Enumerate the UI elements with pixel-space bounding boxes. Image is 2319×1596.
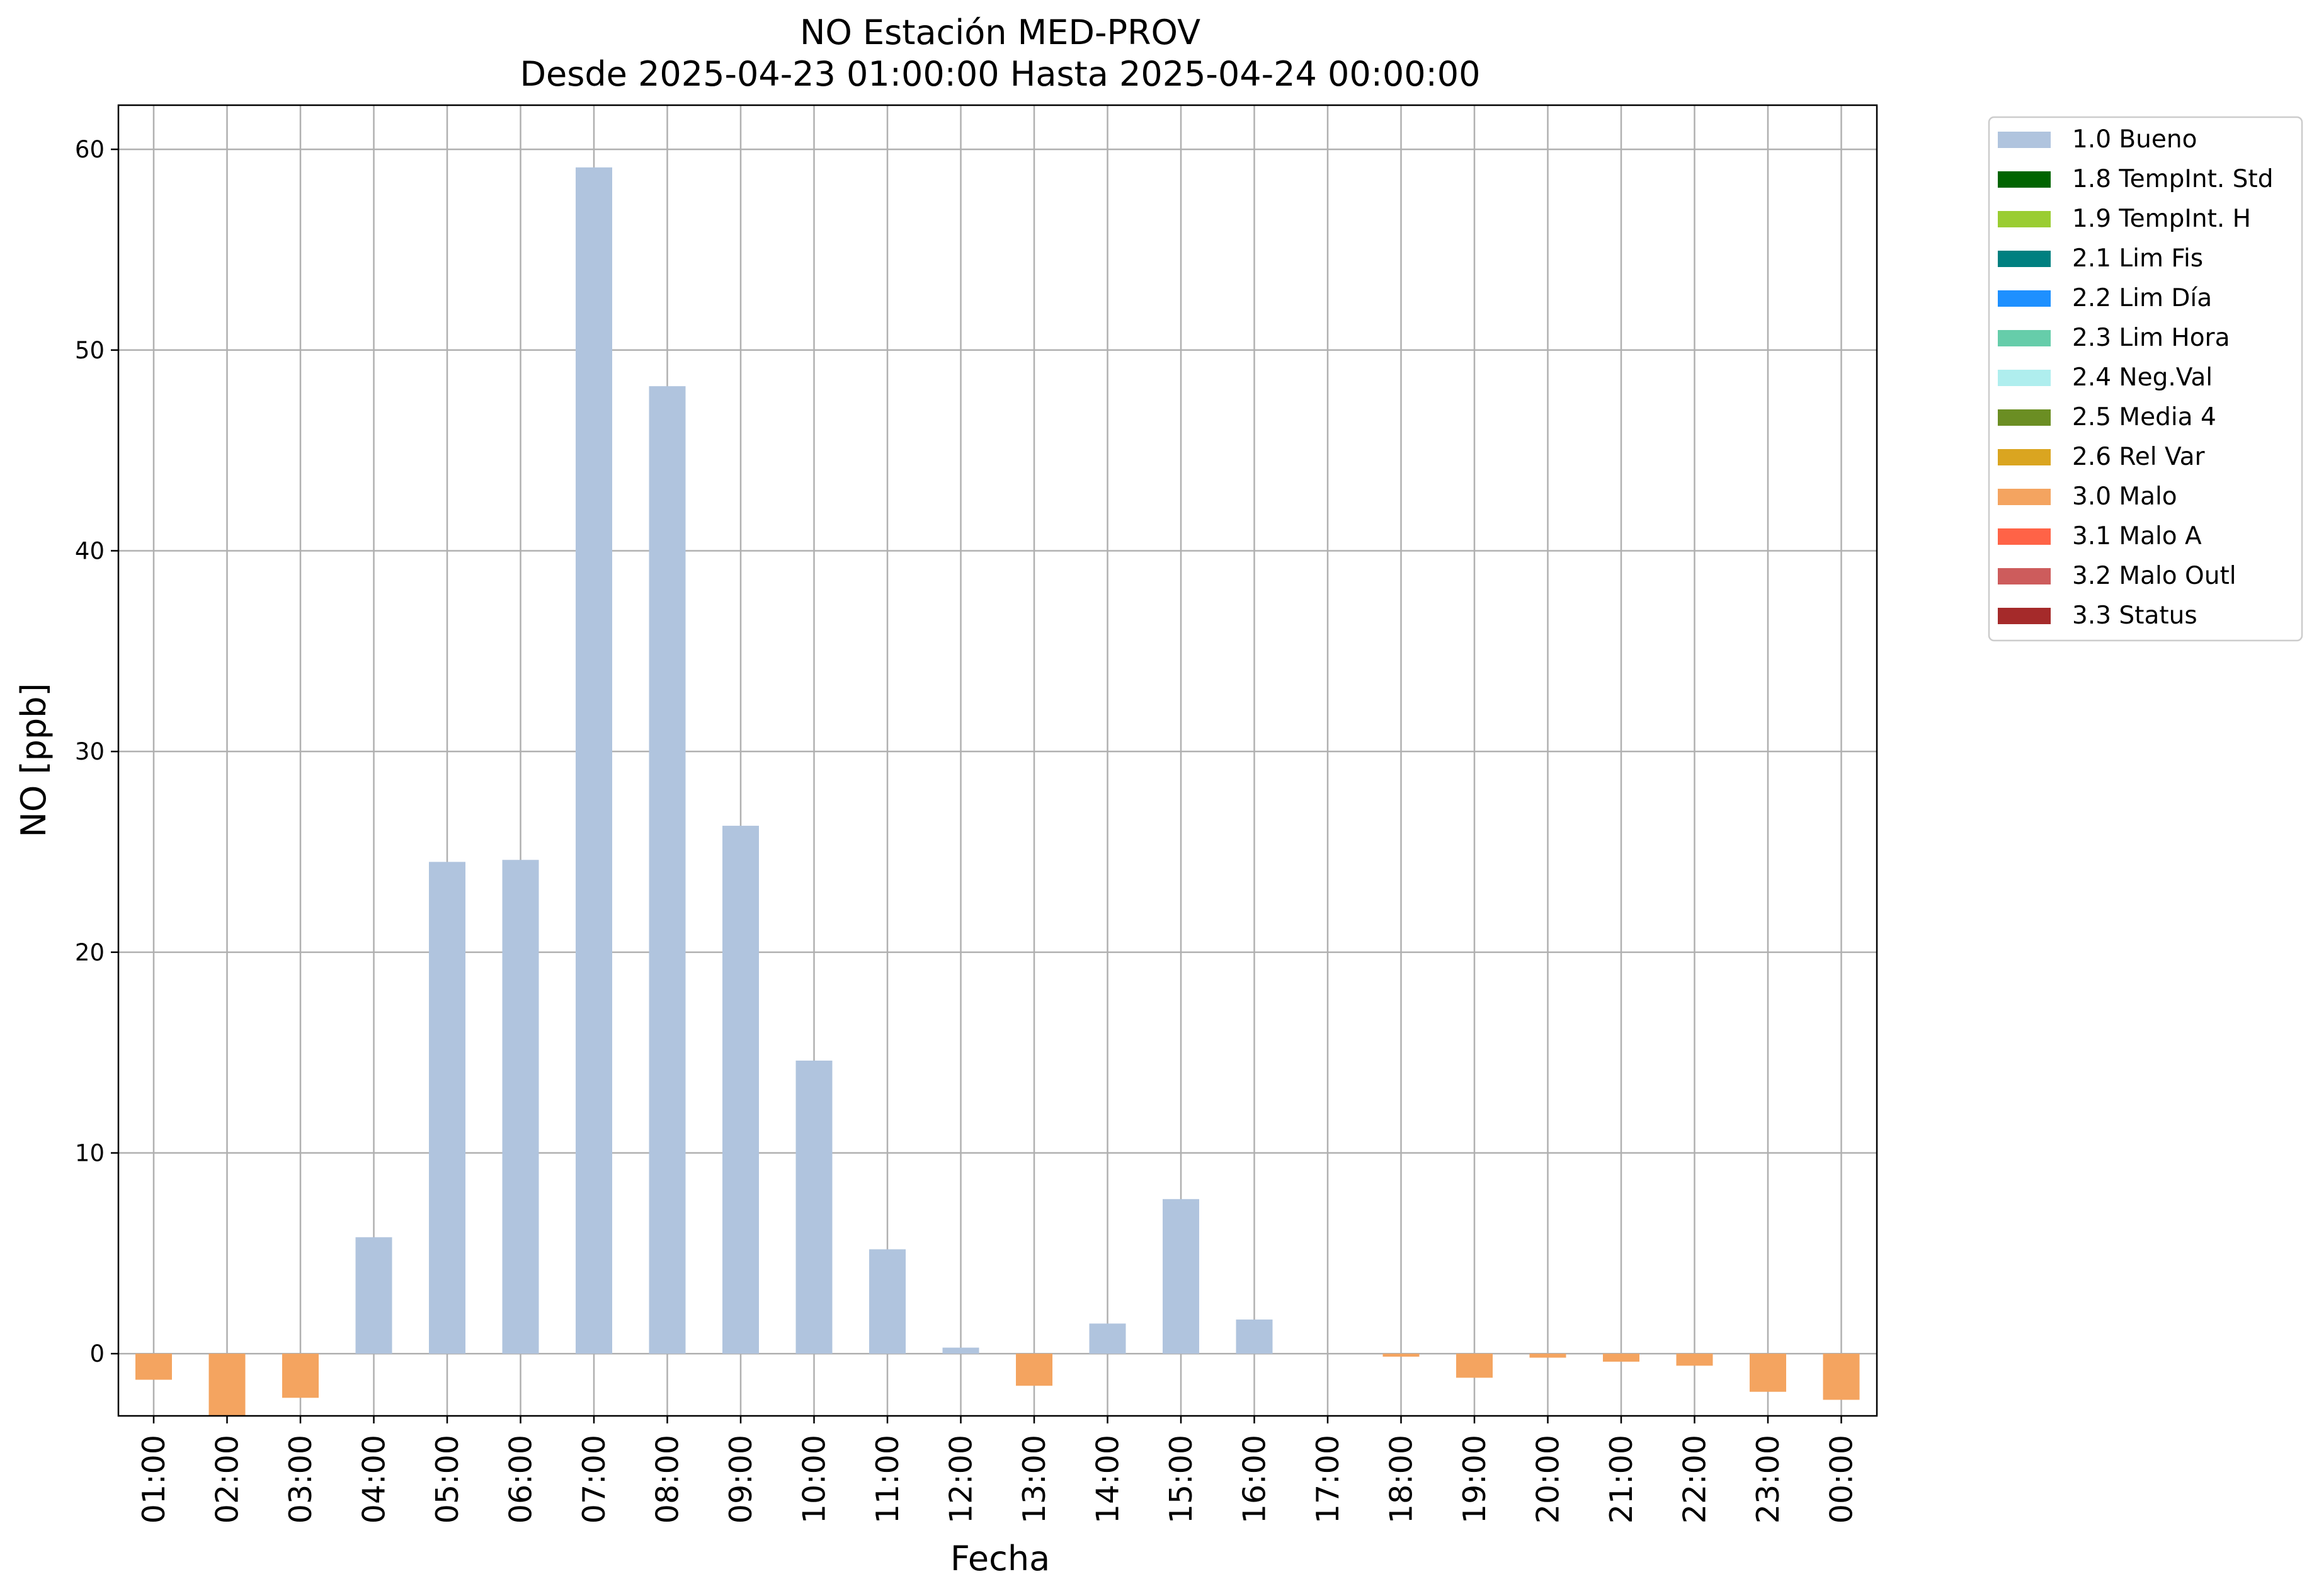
y-tick-label: 0 bbox=[89, 1340, 105, 1367]
x-tick-label: 21:00 bbox=[1604, 1435, 1639, 1524]
x-tick-label: 09:00 bbox=[723, 1435, 759, 1524]
bar-03:00 bbox=[282, 1354, 319, 1398]
x-tick-label: 15:00 bbox=[1163, 1435, 1199, 1524]
y-axis-label: NO [ppb] bbox=[14, 683, 54, 837]
legend-swatch bbox=[1998, 171, 2051, 188]
bar-11:00 bbox=[869, 1249, 906, 1354]
legend-label: 2.5 Media 4 bbox=[2072, 403, 2216, 431]
x-tick-label: 08:00 bbox=[650, 1435, 686, 1524]
bar-19:00 bbox=[1456, 1354, 1493, 1378]
legend-label: 3.0 Malo bbox=[2072, 482, 2177, 511]
x-tick-label: 06:00 bbox=[503, 1435, 539, 1524]
legend-label: 2.4 Neg.Val bbox=[2072, 363, 2213, 392]
y-tick-label: 30 bbox=[75, 738, 105, 765]
bar-00:00 bbox=[1823, 1354, 1860, 1400]
legend-label: 1.8 TempInt. Std bbox=[2072, 165, 2273, 193]
x-tick-label: 20:00 bbox=[1530, 1435, 1566, 1524]
legend-frame bbox=[1988, 116, 2303, 642]
bar-10:00 bbox=[795, 1060, 833, 1354]
x-tick-label: 22:00 bbox=[1677, 1435, 1713, 1524]
bar-14:00 bbox=[1089, 1323, 1126, 1354]
bar-04:00 bbox=[355, 1237, 392, 1354]
legend-swatch bbox=[1998, 528, 2051, 545]
plot-frame bbox=[117, 104, 1878, 1417]
x-tick-label: 13:00 bbox=[1017, 1435, 1052, 1524]
bar-05:00 bbox=[429, 862, 465, 1354]
x-tick-label: 12:00 bbox=[943, 1435, 979, 1524]
legend-swatch bbox=[1998, 370, 2051, 386]
x-tick-label: 05:00 bbox=[430, 1435, 465, 1524]
bar-09:00 bbox=[722, 826, 759, 1354]
bar-23:00 bbox=[1750, 1354, 1786, 1392]
x-tick-label: 14:00 bbox=[1090, 1435, 1126, 1524]
bar-08:00 bbox=[649, 386, 686, 1354]
x-axis: 01:00 02:00 03:00 04:00 05:00 06:00 07:00 08:00… bbox=[136, 1416, 1860, 1524]
bar-22:00 bbox=[1676, 1354, 1713, 1366]
legend-label: 1.9 TempInt. H bbox=[2072, 205, 2251, 233]
bar-01:00 bbox=[135, 1354, 172, 1380]
legend-swatch bbox=[1998, 290, 2051, 307]
legend-label: 3.3 Status bbox=[2072, 601, 2197, 630]
bar-15:00 bbox=[1163, 1199, 1199, 1354]
y-tick-label: 60 bbox=[75, 136, 105, 163]
bar-21:00 bbox=[1603, 1354, 1639, 1362]
legend-label: 2.1 Lim Fis bbox=[2072, 244, 2203, 273]
legend-swatch bbox=[1998, 608, 2051, 624]
x-tick-label: 16:00 bbox=[1237, 1435, 1273, 1524]
x-tick-label: 03:00 bbox=[283, 1435, 319, 1524]
legend-swatch bbox=[1998, 409, 2051, 426]
x-tick-label: 23:00 bbox=[1750, 1435, 1786, 1524]
y-axis: 0 10 20 30 40 50 60 bbox=[75, 136, 118, 1367]
bars bbox=[135, 167, 1860, 1416]
legend-swatch bbox=[1998, 568, 2051, 584]
bar-12:00 bbox=[942, 1347, 979, 1354]
grid bbox=[118, 105, 1877, 1416]
legend: 1.0 Bueno 1.8 TempInt. Std 1.9 TempInt. H 2… bbox=[1988, 116, 2303, 642]
bar-07:00 bbox=[576, 167, 612, 1354]
x-tick-label: 17:00 bbox=[1310, 1435, 1346, 1524]
legend-label: 3.2 Malo Outl bbox=[2072, 562, 2236, 590]
x-axis-label: Fecha bbox=[950, 1539, 1050, 1578]
legend-label: 3.1 Malo A bbox=[2072, 522, 2202, 550]
bar-16:00 bbox=[1236, 1320, 1273, 1354]
legend-label: 2.6 Rel Var bbox=[2072, 443, 2206, 471]
y-tick-label: 10 bbox=[75, 1140, 105, 1167]
x-tick-label: 07:00 bbox=[576, 1435, 612, 1524]
x-tick-label: 01:00 bbox=[136, 1435, 172, 1524]
legend-swatch bbox=[1998, 449, 2051, 465]
y-tick-label: 20 bbox=[75, 939, 105, 966]
chart-title: NO Estación MED-PROV bbox=[800, 13, 1200, 52]
y-tick-label: 40 bbox=[75, 537, 105, 564]
x-tick-label: 04:00 bbox=[356, 1435, 392, 1524]
bar-20:00 bbox=[1529, 1354, 1566, 1358]
legend-swatch bbox=[1998, 489, 2051, 505]
legend-label: 2.2 Lim Día bbox=[2072, 284, 2212, 312]
legend-swatch bbox=[1998, 211, 2051, 227]
bar-18:00 bbox=[1382, 1354, 1420, 1357]
x-tick-label: 19:00 bbox=[1457, 1435, 1493, 1524]
legend-swatch bbox=[1998, 251, 2051, 267]
bar-13:00 bbox=[1016, 1354, 1052, 1386]
legend-swatch bbox=[1998, 330, 2051, 346]
bar-02:00 bbox=[208, 1354, 246, 1416]
legend-label: 2.3 Lim Hora bbox=[2072, 324, 2230, 352]
y-tick-label: 50 bbox=[75, 337, 105, 364]
chart-subtitle: Desde 2025-04-23 01:00:00 Hasta 2025-04-… bbox=[520, 54, 1480, 94]
x-tick-label: 00:00 bbox=[1824, 1435, 1860, 1524]
x-tick-label: 02:00 bbox=[210, 1435, 246, 1524]
legend-label: 1.0 Bueno bbox=[2072, 125, 2197, 154]
x-tick-label: 11:00 bbox=[870, 1435, 906, 1524]
bar-06:00 bbox=[502, 860, 539, 1354]
legend-swatch bbox=[1998, 132, 2051, 148]
x-tick-label: 18:00 bbox=[1384, 1435, 1420, 1524]
x-tick-label: 10:00 bbox=[797, 1435, 833, 1524]
